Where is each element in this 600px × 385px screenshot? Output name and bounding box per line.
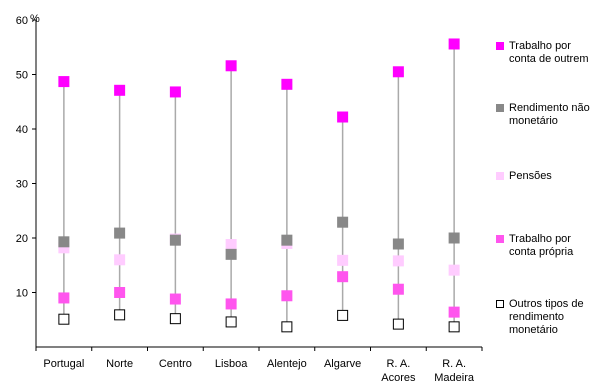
legend-swatch (496, 42, 504, 50)
data-points (58, 38, 460, 333)
data-point (169, 313, 181, 325)
legend-label: Trabalho por conta de outrem (509, 40, 589, 65)
data-point (58, 313, 70, 325)
y-tick-label: 40 (16, 124, 28, 136)
data-point (114, 227, 126, 239)
x-tick-labels: Portugal Norte Centro Lisboa Alentejo Algarve… (43, 358, 474, 384)
data-point (58, 76, 70, 88)
x-tick-label: Centro (159, 358, 192, 370)
data-point (281, 321, 293, 333)
data-point (225, 248, 237, 260)
x-tick-label: Acores (381, 372, 416, 384)
data-point (337, 216, 349, 228)
legend-swatch (496, 104, 504, 112)
data-point (448, 306, 460, 318)
data-point (58, 236, 70, 248)
y-tick-label: 20 (16, 233, 28, 245)
y-tick-labels: 10 20 30 40 50 60 (16, 15, 28, 300)
data-point (448, 264, 460, 276)
category-lines (63, 43, 455, 327)
legend-label: Trabalho por conta própria (509, 233, 574, 258)
y-tick-label: 50 (16, 70, 28, 82)
axes (32, 19, 483, 351)
legend-label: Outros tipos de rendimento monetário (509, 298, 584, 336)
x-tick-label: Algarve (324, 358, 361, 370)
y-tick-label: 60 (16, 15, 28, 27)
data-point (448, 38, 460, 50)
data-point (392, 238, 404, 250)
x-tick-label: R. A. (386, 358, 410, 370)
data-point (281, 234, 293, 246)
data-point (337, 271, 349, 283)
data-point (392, 255, 404, 267)
legend-label: Pensões (509, 170, 552, 182)
legend-swatch (496, 300, 504, 308)
data-point (225, 298, 237, 310)
data-point (169, 234, 181, 246)
data-point (281, 290, 293, 302)
data-point (169, 86, 181, 98)
y-axis-unit-label: % (30, 13, 40, 25)
data-point (448, 321, 460, 333)
x-tick-label: Lisboa (215, 358, 248, 370)
data-point (58, 292, 70, 304)
data-point (337, 309, 349, 321)
x-tick-label: Norte (106, 358, 133, 370)
data-point (281, 78, 293, 90)
x-tick-label: Portugal (43, 358, 84, 370)
data-point (337, 254, 349, 266)
data-point (448, 232, 460, 244)
data-point (225, 239, 237, 251)
legend-label: Rendimento não monetário (509, 102, 590, 127)
data-point (392, 283, 404, 295)
data-point (392, 318, 404, 330)
y-tick-label: 30 (16, 179, 28, 191)
data-point (114, 84, 126, 96)
legend-swatch (496, 235, 504, 243)
data-point (225, 316, 237, 328)
x-tick-label: Madeira (434, 372, 475, 384)
data-point (225, 60, 237, 72)
data-point (114, 309, 126, 321)
legend: Trabalho por conta de outrem Rendimento nã… (496, 0, 600, 385)
data-point (337, 111, 349, 123)
y-tick-label: 10 (16, 288, 28, 300)
data-point (114, 254, 126, 266)
data-point (392, 66, 404, 78)
x-tick-label: Alentejo (267, 358, 307, 370)
data-point (114, 287, 126, 298)
x-tick-label: R. A. (442, 358, 466, 370)
legend-swatch (496, 172, 504, 180)
data-point (169, 293, 181, 305)
